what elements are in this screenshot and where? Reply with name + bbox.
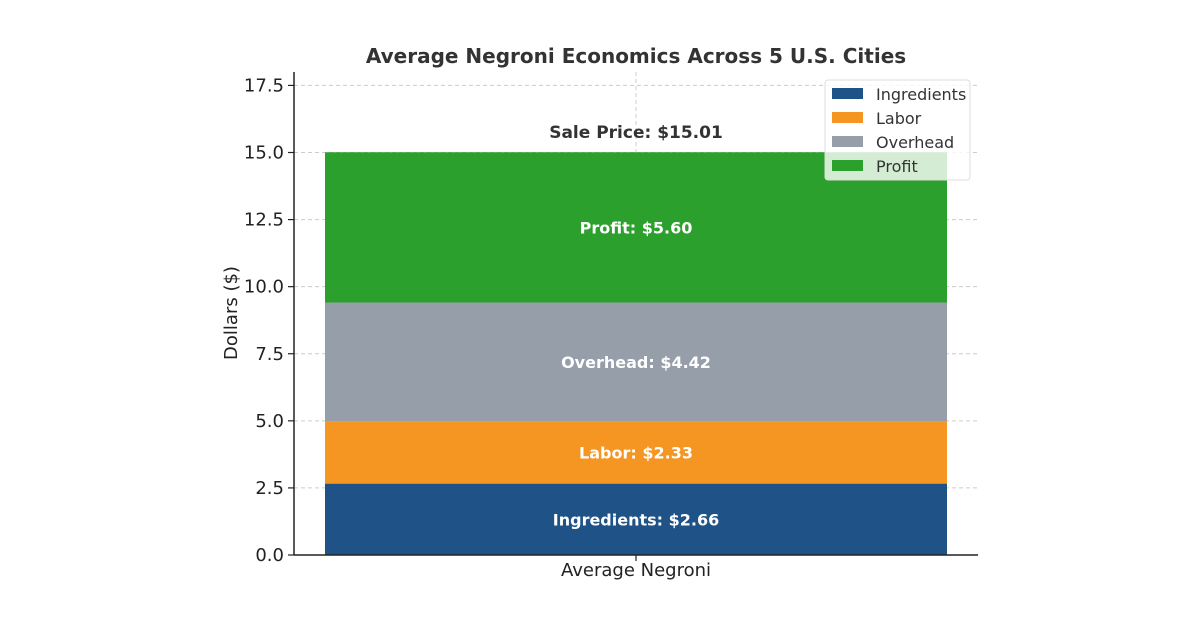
bar-segment-ingredients	[325, 483, 947, 555]
bar-label-overhead: Overhead: $4.42	[561, 353, 711, 372]
y-tick-label: 2.5	[255, 478, 284, 499]
legend-label-labor: Labor	[876, 109, 922, 128]
y-tick-label: 5.0	[255, 411, 284, 432]
bar-label-ingredients: Ingredients: $2.66	[553, 510, 719, 529]
legend-label-profit: Profit	[876, 157, 918, 176]
legend-box	[824, 79, 971, 181]
bar-segment-labor	[325, 421, 947, 484]
y-tick-label: 0.0	[255, 545, 284, 566]
legend-label-ingredients: Ingredients	[876, 85, 966, 104]
legend-label-overhead: Overhead	[876, 133, 954, 152]
legend: Ingredients Labor Overhead Profit	[824, 79, 971, 181]
chart-title: Average Negroni Economics Across 5 U.S. …	[366, 44, 906, 68]
legend-swatch-ingredients	[832, 88, 863, 99]
y-tick-label: 17.5	[244, 75, 284, 96]
y-tick-label: 7.5	[255, 344, 284, 365]
y-tick-label: 10.0	[244, 277, 284, 298]
bar-segment-overhead	[325, 302, 947, 422]
legend-swatch-profit	[832, 160, 863, 171]
legend-swatch-overhead	[832, 136, 863, 147]
x-category-label: Average Negroni	[561, 560, 711, 581]
y-tick-label: 12.5	[244, 210, 284, 231]
y-tick-label: 15.0	[244, 143, 284, 164]
bar-label-profit: Profit: $5.60	[580, 218, 693, 237]
bar-stack: Ingredients: $2.66 Labor: $2.33 Overhead: …	[325, 152, 947, 555]
bar-label-labor: Labor: $2.33	[579, 443, 693, 462]
legend-swatch-labor	[832, 112, 863, 123]
y-axis-label: Dollars ($)	[221, 266, 242, 360]
sale-price-label: Sale Price: $15.01	[549, 123, 723, 143]
y-ticks: 0.0 2.5 5.0 7.5 10.0 12.5 15.0 17.5	[244, 75, 637, 566]
